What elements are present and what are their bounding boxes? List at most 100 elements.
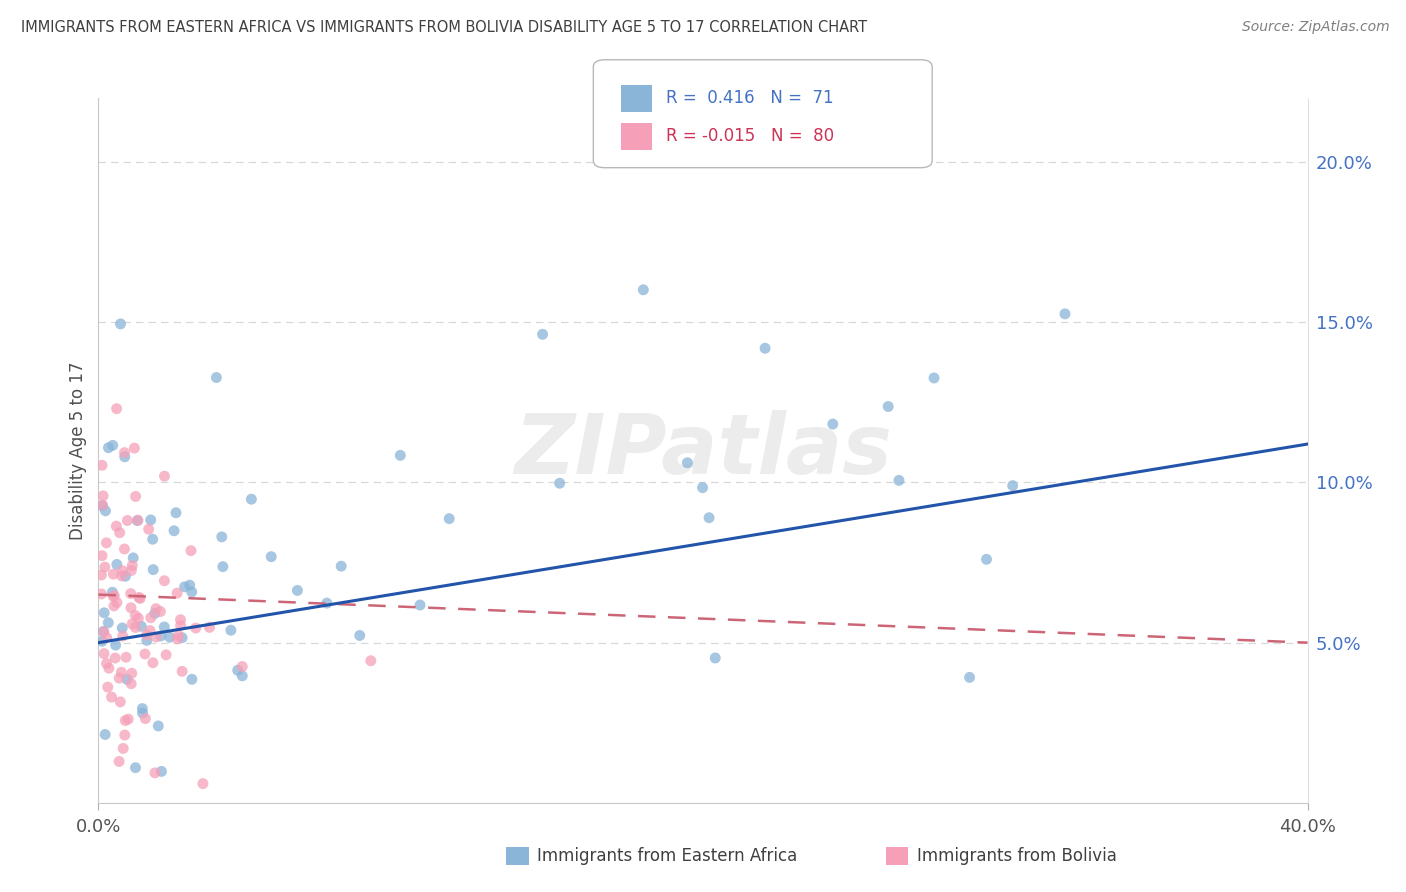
Point	[96, 657, 118, 671]
Point	[91, 624, 114, 639]
Point	[94, 560, 117, 574]
Point	[135, 633, 157, 648]
Point	[114, 714, 136, 728]
Point	[91, 489, 114, 503]
Point	[103, 590, 125, 604]
Point	[93, 624, 115, 639]
Point	[110, 665, 132, 680]
Point	[100, 690, 122, 704]
Point	[105, 558, 128, 572]
Point	[120, 587, 142, 601]
Point	[959, 670, 981, 684]
Point	[150, 764, 173, 779]
Point	[128, 591, 150, 605]
Point	[149, 605, 172, 619]
Point	[877, 400, 900, 414]
Point	[180, 585, 202, 599]
Point	[211, 530, 233, 544]
Point	[166, 586, 188, 600]
Point	[155, 648, 177, 662]
Point	[191, 776, 214, 790]
Point	[120, 564, 142, 578]
Point	[105, 595, 128, 609]
Point	[91, 499, 114, 513]
Point	[124, 490, 146, 504]
Point	[1053, 307, 1076, 321]
Point	[198, 620, 221, 634]
Point	[108, 671, 131, 685]
Point	[169, 613, 191, 627]
Point	[105, 519, 128, 533]
Text: Immigrants from Bolivia: Immigrants from Bolivia	[917, 847, 1116, 865]
Point	[114, 728, 136, 742]
Point	[111, 569, 134, 583]
Point	[153, 620, 176, 634]
Point	[153, 574, 176, 588]
Point	[111, 564, 134, 578]
Point	[138, 522, 160, 536]
Point	[96, 631, 118, 645]
Point	[104, 651, 127, 665]
Point	[887, 474, 910, 488]
Point	[108, 755, 131, 769]
Point	[115, 673, 138, 687]
Point	[124, 608, 146, 623]
Point	[127, 514, 149, 528]
Point	[111, 621, 134, 635]
Point	[121, 616, 143, 631]
Point	[976, 552, 998, 566]
Point	[184, 621, 207, 635]
Point	[697, 510, 720, 524]
Point	[165, 506, 187, 520]
Point	[159, 630, 181, 644]
Point	[633, 283, 655, 297]
Point	[91, 458, 114, 473]
Point	[101, 438, 124, 452]
Point	[240, 492, 263, 507]
Point	[180, 673, 202, 687]
Point	[114, 541, 136, 556]
Point	[142, 563, 165, 577]
Point	[922, 371, 945, 385]
Point	[124, 441, 146, 455]
Point	[117, 514, 139, 528]
Point	[94, 504, 117, 518]
Point	[167, 629, 190, 643]
Point	[169, 618, 191, 632]
Point	[349, 628, 371, 642]
Point	[90, 568, 112, 582]
Point	[129, 591, 152, 606]
Point	[120, 677, 142, 691]
Point	[231, 659, 253, 673]
Point	[821, 417, 844, 431]
Point	[135, 628, 157, 642]
Point	[111, 629, 134, 643]
Point	[121, 558, 143, 573]
Point	[231, 669, 253, 683]
Point	[205, 370, 228, 384]
Point	[145, 630, 167, 644]
Point	[97, 441, 120, 455]
Point	[91, 549, 114, 563]
Point	[153, 469, 176, 483]
Point	[96, 536, 118, 550]
Point	[330, 559, 353, 574]
Point	[90, 587, 112, 601]
Point	[1001, 478, 1024, 492]
Point	[122, 550, 145, 565]
Point	[212, 559, 235, 574]
Point	[437, 511, 460, 525]
Point	[173, 580, 195, 594]
Point	[105, 401, 128, 416]
Point	[131, 706, 153, 720]
Point	[120, 600, 142, 615]
Point	[104, 638, 127, 652]
Point	[115, 650, 138, 665]
Point	[101, 585, 124, 599]
Point	[127, 513, 149, 527]
Point	[180, 543, 202, 558]
Point	[124, 761, 146, 775]
Point	[94, 727, 117, 741]
Point	[124, 620, 146, 634]
Point	[143, 607, 166, 621]
